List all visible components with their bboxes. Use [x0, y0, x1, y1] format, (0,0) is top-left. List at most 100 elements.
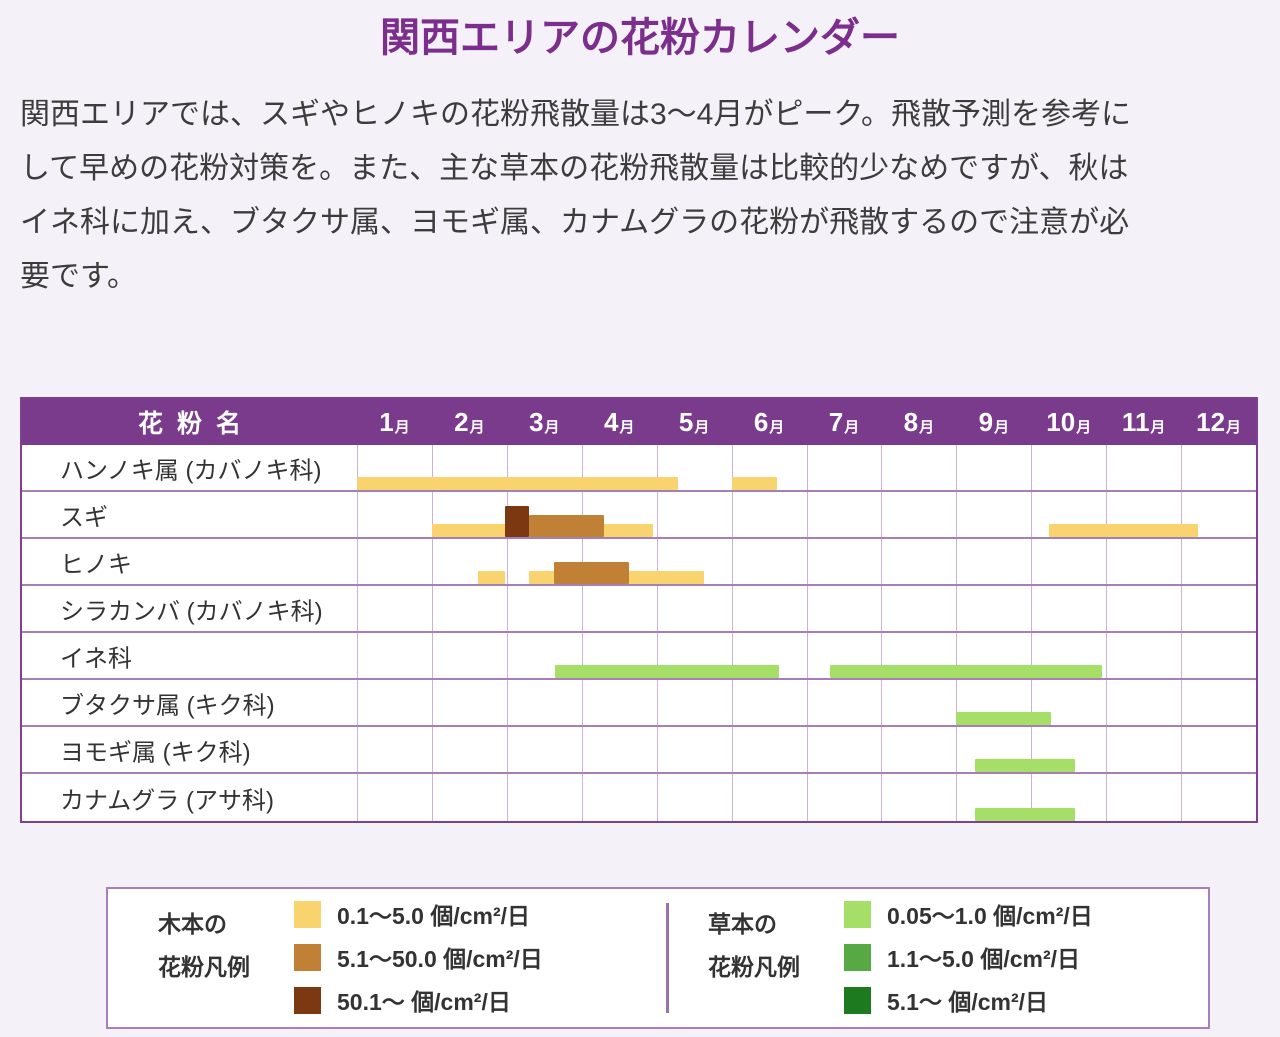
row-label: ヨモギ属 (キク科) [60, 739, 251, 766]
month-unit: 月 [844, 418, 860, 436]
calendar-row: ヨモギ属 (キク科) [22, 727, 1256, 774]
intro-line: して早めの花粉対策を。また、主な草本の花粉飛散量は比較的少なめですが、秋は [20, 152, 1129, 185]
month-unit: 月 [619, 418, 635, 436]
legend-swatch [294, 943, 321, 971]
month-headers: 1 月 2 月 3 月 4 月 5 月 6 月 7 月 8 月 9 月 10 月 11 月 12 月 [357, 399, 1256, 445]
month-gridline [1181, 445, 1183, 821]
month-gridline [881, 445, 883, 821]
pollen-bar [554, 665, 779, 678]
month-unit: 月 [694, 418, 710, 436]
pollen-bar [731, 477, 778, 490]
month-number: 8 [903, 406, 919, 437]
legend-swatch [844, 943, 871, 971]
month-number: 2 [454, 406, 469, 437]
row-label: ヒノキ [60, 551, 132, 578]
month-unit: 月 [769, 418, 785, 436]
month-number: 11 [1121, 406, 1150, 437]
month-gridline [431, 445, 433, 821]
month-gridline [1106, 445, 1108, 821]
legend-item: 5.1〜 個/cm²/日 [844, 986, 1093, 1015]
legend-item: 1.1〜5.0 個/cm²/日 [844, 943, 1093, 972]
legend-items-grass: 0.05〜1.0 個/cm²/日 1.1〜5.0 個/cm²/日 5.1〜 個/cm… [844, 900, 1093, 1029]
month-number: 6 [753, 406, 769, 437]
row-label: ブタクサ属 (キク科) [60, 692, 275, 719]
legend-item-label: 5.1〜 個/cm²/日 [887, 989, 1049, 1015]
intro-line: イネ科に加え、ブタクサ属、ヨモギ属、カナムグラの花粉が飛散するので注意が必 [20, 206, 1130, 239]
pollen-calendar-table: 花粉名 1 月 2 月 3 月 4 月 5 月 6 月 7 月 8 月 9 月 10 月 11 月 12 月 ハンノキ属 (カ… [20, 397, 1258, 823]
legend-title-grass-line: 花粉凡例 [708, 954, 800, 980]
month-number: 3 [529, 406, 544, 437]
pollen-bar [975, 808, 1075, 821]
calendar-body: ハンノキ属 (カバノキ科) スギヒノキシラカンバ (カバノキ科) イネ科ブタクサ属 … [22, 445, 1256, 821]
month-gridline [656, 445, 658, 821]
month-gridline [1031, 445, 1033, 821]
legend-swatch [844, 986, 871, 1014]
legend-title-grass-line: 草本の [708, 911, 777, 937]
month-number: 5 [678, 406, 694, 437]
month-unit: 月 [1150, 418, 1166, 436]
pollen-bar [956, 712, 1051, 725]
header-pollen-name: 花粉名 [137, 410, 255, 438]
legend-item: 50.1〜 個/cm²/日 [294, 986, 543, 1015]
month-gridline [731, 445, 733, 821]
calendar-row: カナムグラ (アサ科) [22, 774, 1256, 821]
legend-divider [666, 903, 669, 1013]
legend-swatch [294, 900, 321, 928]
month-number: 4 [603, 406, 619, 437]
legend-title-tree-line: 木本の [158, 911, 227, 937]
month-number: 9 [978, 406, 994, 437]
month-number: 12 [1196, 406, 1226, 437]
legend-swatch [294, 986, 321, 1014]
month-unit: 月 [1076, 418, 1092, 436]
month-number: 10 [1046, 406, 1076, 437]
legend-title-tree-line: 花粉凡例 [158, 954, 250, 980]
calendar-row: ハンノキ属 (カバノキ科) [22, 445, 1256, 492]
month-unit: 月 [469, 418, 485, 436]
calendar-row: ヒノキ [22, 539, 1256, 586]
pollen-bar [529, 515, 605, 537]
month-unit: 月 [1226, 418, 1242, 436]
pollen-bar [357, 477, 678, 490]
legend-item-label: 0.05〜1.0 個/cm²/日 [887, 903, 1093, 929]
pollen-bar [975, 759, 1075, 772]
page-title: 関西エリアの花粉カレンダー [380, 16, 900, 60]
row-label: イネ科 [60, 645, 132, 672]
legend-item: 0.1〜5.0 個/cm²/日 [294, 900, 543, 929]
month-unit: 月 [994, 418, 1010, 436]
calendar-row: イネ科 [22, 633, 1256, 680]
month-gridline [581, 445, 583, 821]
legend-item-label: 0.1〜5.0 個/cm²/日 [337, 903, 531, 929]
month-number: 7 [828, 406, 844, 437]
legend-title-tree: 木本の 花粉凡例 [158, 903, 250, 989]
row-label: スギ [60, 504, 108, 531]
month-unit: 月 [544, 418, 560, 436]
month-header: 11 月 [1106, 399, 1181, 445]
legend-item-label: 5.1〜50.0 個/cm²/日 [337, 946, 543, 972]
month-gridline [806, 445, 808, 821]
legend-item: 0.05〜1.0 個/cm²/日 [844, 900, 1093, 929]
month-gridline [506, 445, 508, 821]
calendar-row: ブタクサ属 (キク科) [22, 680, 1256, 727]
month-unit: 月 [394, 418, 410, 436]
intro-text: 関西エリアでは、スギやヒノキの花粉飛散量は3〜4月がピーク。飛散予測を参考に し… [20, 88, 1266, 304]
legend: 木本の 花粉凡例 0.1〜5.0 個/cm²/日 5.1〜50.0 個/cm²/日… [106, 887, 1210, 1029]
row-label: ハンノキ属 (カバノキ科) [60, 457, 322, 484]
pollen-bar [829, 665, 1103, 678]
month-gridline [357, 445, 358, 821]
month-unit: 月 [919, 418, 935, 436]
calendar-row: シラカンバ (カバノキ科) [22, 586, 1256, 633]
calendar-row: スギ [22, 492, 1256, 539]
row-label: カナムグラ (アサ科) [60, 787, 274, 814]
calendar-header: 花粉名 1 月 2 月 3 月 4 月 5 月 6 月 7 月 8 月 9 月 10 月 11 月 12 月 [22, 399, 1256, 445]
pollen-bar [554, 562, 629, 584]
intro-line: 関西エリアでは、スギやヒノキの花粉飛散量は3〜4月がピーク。飛散予測を参考に [20, 98, 1131, 131]
month-header: 12 月 [1181, 399, 1256, 445]
intro-line: 要です。 [20, 260, 137, 293]
legend-swatch [844, 900, 871, 928]
